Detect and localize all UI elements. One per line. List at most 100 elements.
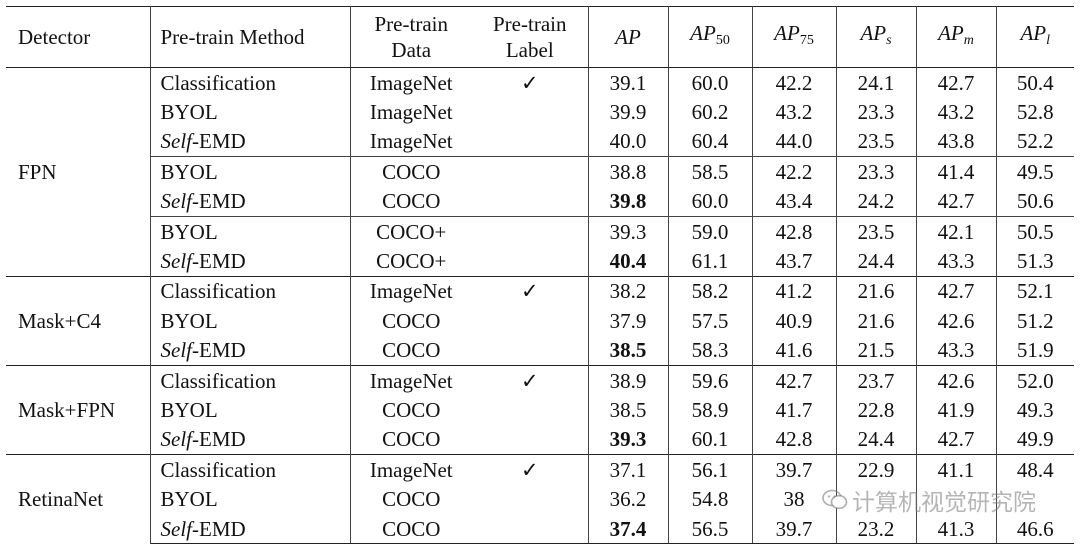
- ap-value: 38.2: [588, 275, 669, 307]
- detector-cell: Mask+C4: [6, 275, 151, 366]
- apl-value: 51.3: [1016, 249, 1054, 274]
- label-check-cell: ✓: [472, 67, 589, 98]
- aps-value: 24.1: [836, 67, 917, 98]
- data-cell: ImageNet: [369, 70, 453, 95]
- ap-value: 39.8: [588, 186, 669, 217]
- aps-value: 21.6: [836, 275, 917, 307]
- label-check-cell: [472, 395, 589, 425]
- apm-value: 41.3: [916, 513, 997, 545]
- method-cell: Self-EMD: [150, 513, 351, 545]
- data-cell: COCO: [382, 338, 441, 363]
- method-cell: BYOL: [150, 156, 351, 187]
- ap50-value: 60.0: [668, 67, 753, 98]
- method-name: -EMD: [192, 427, 246, 452]
- header-apm-sub: m: [963, 33, 974, 48]
- ap50-value: 56.5: [668, 513, 753, 545]
- data-cell: COCO: [382, 487, 441, 512]
- apm-value: [916, 484, 997, 514]
- table-row: Self-EMD COCO 39.8 60.0 43.4 24.2 42.7 50.6: [6, 186, 1074, 217]
- ap75-value: 42.2: [752, 67, 837, 98]
- ap75-value: 41.7: [752, 395, 837, 425]
- method-cell: Self-EMD: [150, 126, 351, 157]
- ap-value: 38.5: [588, 335, 669, 366]
- apl-value: 51.9: [1016, 338, 1054, 363]
- aps-value: [836, 484, 917, 514]
- method-cell: BYOL: [150, 215, 351, 247]
- ap-value: 40.0: [588, 126, 669, 157]
- aps-value: 21.6: [836, 306, 917, 336]
- ap-value: 37.1: [588, 454, 669, 485]
- ap75-value: 41.6: [752, 335, 837, 366]
- table-row: Self-EMD COCO 37.4 56.5 39.7 23.2 41.3 46.6: [6, 513, 1074, 545]
- label-check-cell: [472, 215, 589, 247]
- header-label-line1: Pre-train: [493, 12, 567, 36]
- apm-value: 42.7: [916, 186, 997, 217]
- ap75-value: 43.2: [752, 97, 837, 127]
- apl-value: 52.2: [1016, 129, 1054, 154]
- apm-value: 41.1: [916, 454, 997, 485]
- apm-value: 42.7: [916, 424, 997, 455]
- ap-value: 39.1: [588, 67, 669, 98]
- header-aps-main: AP: [860, 21, 887, 45]
- aps-value: 23.3: [836, 97, 917, 127]
- aps-value: 22.9: [836, 454, 917, 485]
- header-ap75-sub: 75: [799, 33, 814, 48]
- label-check-cell: ✓: [472, 275, 589, 307]
- aps-value: 23.5: [836, 215, 917, 247]
- label-check-cell: [472, 513, 589, 545]
- apl-value: 50.4: [1016, 70, 1054, 95]
- apm-value: 42.1: [916, 215, 997, 247]
- apm-value: 43.2: [916, 97, 997, 127]
- header-row: Detector Pre-train Method Pre-train Data …: [6, 6, 1074, 68]
- ap75-value: 42.2: [752, 156, 837, 187]
- ap75-value: 38: [752, 484, 837, 514]
- ap75-value: 42.8: [752, 215, 837, 247]
- ap-value: 38.8: [588, 156, 669, 187]
- header-data: Pre-train Data: [350, 6, 472, 68]
- method-name: BYOL: [160, 100, 218, 125]
- method-name: -EMD: [192, 516, 246, 541]
- method-name: -EMD: [192, 249, 246, 274]
- label-check-cell: [472, 335, 589, 366]
- apl-value: 51.2: [1016, 308, 1054, 333]
- apl-value: 50.6: [1016, 189, 1054, 214]
- method-italic-prefix: Self: [160, 427, 193, 452]
- apm-value: 43.3: [916, 335, 997, 366]
- apl-value: 52.8: [1016, 100, 1054, 125]
- label-check-cell: [472, 246, 589, 277]
- table-row: BYOL COCO+ 39.3 59.0 42.8 23.5 42.1 50.5: [6, 215, 1074, 247]
- method-name: BYOL: [160, 308, 218, 333]
- method-italic-prefix: Self: [160, 249, 193, 274]
- header-label-line2: Label: [505, 38, 554, 62]
- method-cell: BYOL: [150, 306, 351, 336]
- aps-value: 24.4: [836, 246, 917, 277]
- results-table: Detector Pre-train Method Pre-train Data …: [6, 6, 1074, 545]
- method-name: BYOL: [160, 219, 218, 244]
- apm-value: 43.8: [916, 126, 997, 157]
- data-cell: ImageNet: [350, 364, 472, 396]
- apm-value: 41.9: [916, 395, 997, 425]
- label-check-cell: [472, 156, 589, 187]
- aps-value: 23.7: [836, 364, 917, 396]
- header-data-line1: Pre-train: [374, 12, 448, 36]
- ap50-value: 58.5: [668, 156, 753, 187]
- apm-value: 41.4: [916, 156, 997, 187]
- aps-value: 23.5: [836, 126, 917, 157]
- label-check-cell: [472, 186, 589, 217]
- ap75-value: 40.9: [752, 306, 837, 336]
- label-check-cell: [472, 97, 589, 127]
- apm-value: 42.6: [916, 364, 997, 396]
- apl-value: 49.9: [1016, 427, 1054, 452]
- method-name: Classification: [160, 457, 276, 482]
- apl-value: 49.3: [1016, 397, 1054, 422]
- method-cell: Self-EMD: [150, 186, 351, 217]
- method-name: BYOL: [160, 397, 218, 422]
- header-aps-sub: s: [886, 33, 892, 48]
- header-aps: APs: [836, 6, 917, 68]
- detector-cell: Mask+FPN: [6, 364, 151, 455]
- data-cell: ImageNet: [369, 129, 453, 154]
- apl-value: 48.4: [996, 454, 1074, 485]
- ap50-value: 57.5: [668, 306, 753, 336]
- aps-value: 24.4: [836, 424, 917, 455]
- ap-value: 37.4: [588, 513, 669, 545]
